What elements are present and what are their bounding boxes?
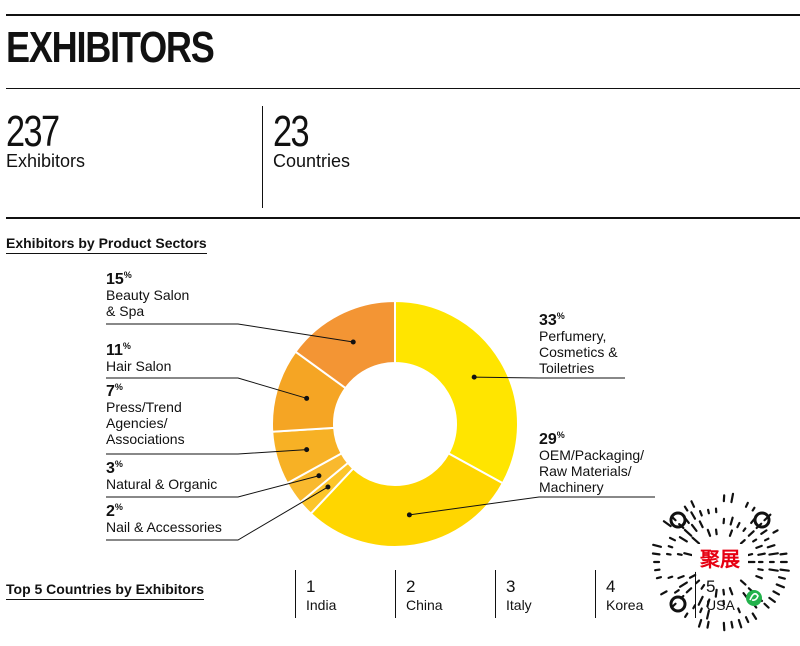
country-item: 2 China (395, 570, 496, 618)
leader-dot-press-trend (304, 447, 310, 453)
country-name: China (406, 597, 443, 613)
country-name: Italy (506, 597, 532, 613)
top-rule (6, 14, 800, 16)
category-label-oem-packaging: Raw Materials/ (539, 463, 632, 479)
country-rank: 5 (706, 577, 716, 596)
leader-line-oem-packaging (409, 496, 655, 516)
category-label-perfumery: Cosmetics & (539, 344, 618, 360)
country-item: 4 Korea (595, 570, 696, 618)
slice-beauty-salon (294, 299, 396, 390)
country-item: 3 Italy (495, 570, 596, 618)
category-label-nail-accessories: Nail & Accessories (106, 519, 222, 535)
leader-line-perfumery (474, 376, 625, 379)
pct-label-hair-salon: 11% (106, 341, 131, 359)
title-divider (6, 88, 800, 89)
category-label-beauty-salon: & Spa (106, 303, 144, 319)
pct-label-perfumery: 33% (539, 311, 565, 329)
qr-code[interactable]: 聚展 (650, 492, 790, 632)
category-label-beauty-salon: Beauty Salon (106, 287, 189, 303)
pct-label-oem-packaging: 29% (539, 430, 565, 448)
stat-exhibitors-value: 237 (6, 107, 60, 156)
leader-dot-perfumery (471, 374, 477, 380)
stat-exhibitors-label: Exhibitors (6, 151, 86, 171)
leader-dot-natural-organic (316, 473, 322, 479)
category-label-press-trend: Associations (106, 431, 185, 447)
countries-heading: Top 5 Countries by Exhibitors (6, 582, 205, 600)
category-label-hair-salon: Hair Salon (106, 358, 171, 374)
country-name: USA (706, 597, 735, 613)
category-label-perfumery: Toiletries (539, 360, 594, 376)
country-name: Korea (606, 597, 644, 613)
sector-donut-chart: 33%Perfumery,Cosmetics &Toiletries 29%OEM… (106, 270, 655, 548)
category-label-oem-packaging: OEM/Packaging/ (539, 447, 644, 463)
stats-bottom-rule (6, 217, 800, 219)
stats-divider (262, 106, 263, 208)
stat-countries-label: Countries (273, 151, 351, 171)
country-rank: 3 (506, 577, 516, 596)
country-rank: 2 (406, 577, 416, 596)
leader-dot-nail-accessories (325, 484, 331, 490)
sectors-heading: Exhibitors by Product Sectors (6, 236, 207, 254)
pct-label-natural-organic: 3% (106, 459, 123, 477)
category-label-perfumery: Perfumery, (539, 328, 606, 344)
leader-line-nail-accessories (106, 486, 329, 541)
pct-label-beauty-salon: 15% (106, 270, 132, 288)
category-label-oem-packaging: Machinery (539, 479, 604, 495)
category-label-natural-organic: Natural & Organic (106, 476, 217, 492)
leader-dot-beauty-salon (350, 339, 356, 345)
country-item: 1 India (295, 570, 396, 618)
qr-badge-text: 聚展 (699, 547, 740, 571)
leader-line-hair-salon (106, 377, 307, 399)
leader-line-press-trend (106, 449, 307, 455)
stat-countries-value: 23 (273, 107, 310, 156)
slice-perfumery (394, 299, 519, 485)
page-title: EXHIBITORS (6, 23, 215, 72)
leader-line-beauty-salon (106, 323, 354, 343)
country-name: India (306, 597, 337, 613)
pct-label-press-trend: 7% (106, 382, 123, 400)
qr-badge-background (692, 544, 748, 572)
wechat-mini-program-icon (746, 590, 762, 606)
country-item: 5 USA (695, 570, 796, 618)
category-label-press-trend: Press/Trend (106, 399, 182, 415)
wechat-mini-program-glyph (749, 592, 759, 601)
country-rank: 4 (606, 577, 616, 596)
slice-oem-packaging (309, 452, 505, 548)
leader-line-natural-organic (106, 475, 320, 498)
pct-label-nail-accessories: 2% (106, 502, 123, 520)
country-rank: 1 (306, 577, 316, 596)
category-label-press-trend: Agencies/ (106, 415, 168, 431)
leader-dot-hair-salon (304, 395, 310, 401)
leader-dot-oem-packaging (406, 512, 412, 518)
